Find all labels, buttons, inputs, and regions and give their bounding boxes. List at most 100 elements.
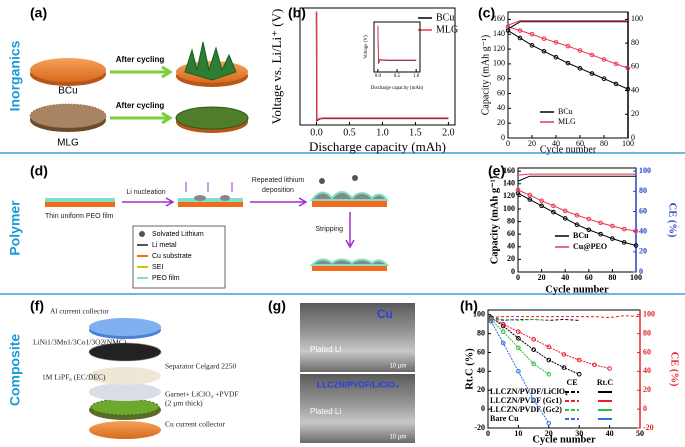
data-point bbox=[613, 81, 619, 87]
data-point bbox=[589, 71, 595, 76]
data-line bbox=[507, 21, 628, 30]
x-tick-label: 0 bbox=[516, 273, 520, 282]
x-tick-label: 80 bbox=[608, 273, 616, 282]
data-point bbox=[577, 48, 583, 53]
x-axis-label: Cycle number bbox=[532, 434, 596, 445]
x-tick-label: 0.5 bbox=[394, 74, 401, 79]
x-tick-label: 0.0 bbox=[310, 127, 323, 138]
y-axis-label: Rt.C (%) bbox=[464, 348, 475, 390]
y-tick-label: 0 bbox=[511, 267, 515, 276]
data-point bbox=[500, 329, 506, 335]
data-point bbox=[589, 52, 595, 58]
legend-label: Solvated Lithium bbox=[152, 231, 204, 238]
data-point bbox=[553, 54, 559, 60]
data-point bbox=[633, 243, 639, 248]
data-line bbox=[377, 25, 417, 63]
legend-label: Bare Cu bbox=[490, 414, 519, 423]
data-line bbox=[490, 316, 580, 321]
data-point bbox=[586, 227, 592, 233]
layer-label: Garnet+ LiClO₄ +PVDF bbox=[165, 390, 239, 399]
y-tick-label: 100 bbox=[493, 59, 505, 68]
data-point bbox=[561, 352, 567, 357]
y-tick-label: 80 bbox=[477, 328, 485, 337]
y-tick-label: 140 bbox=[503, 179, 515, 188]
panel-label: (a) bbox=[30, 5, 47, 21]
layer-label: (2 µm thick) bbox=[165, 399, 203, 408]
legend-label: MLG bbox=[558, 117, 576, 126]
legend-label: LLCZN/PVDF (Gc1) bbox=[490, 396, 562, 405]
y-axis-label: Capacity (mAh g⁻¹) bbox=[480, 35, 491, 115]
chart: 0 20 40 60 80 1000204060801001201401600204060… bbox=[488, 163, 678, 296]
panel-label: (c) bbox=[478, 5, 495, 21]
y-tick-label: 80 bbox=[497, 74, 505, 83]
data-point bbox=[531, 397, 536, 402]
y-tick-label: 60 bbox=[507, 229, 515, 238]
data-point bbox=[598, 220, 603, 226]
y-tick-label: 120 bbox=[503, 191, 515, 200]
data-line bbox=[491, 317, 549, 321]
chart: 0.0 0.5 1.0 Discharge capacity (mAh) Voltage… bbox=[364, 21, 424, 91]
y-tick-label: 60 bbox=[497, 88, 505, 97]
panel-label: (e) bbox=[488, 163, 505, 179]
y2-tick-label: 80 bbox=[639, 186, 647, 195]
data-point bbox=[546, 357, 552, 363]
y-tick-label: 20 bbox=[507, 254, 515, 263]
legend-label: BCu bbox=[436, 12, 454, 23]
data-point bbox=[516, 345, 521, 351]
data-point bbox=[488, 319, 494, 324]
data-point bbox=[574, 212, 580, 218]
panel-label: (b) bbox=[288, 5, 306, 21]
data-point bbox=[500, 340, 506, 346]
disk bbox=[29, 41, 249, 133]
data-point bbox=[601, 57, 607, 62]
y-axis-label: Voltage (V) bbox=[364, 35, 369, 59]
x-tick-label: 10 bbox=[514, 429, 522, 438]
data-point bbox=[610, 236, 615, 241]
x-tick-label: 40 bbox=[552, 139, 560, 148]
x-axis-label: Cycle number bbox=[540, 144, 597, 155]
x-tick-label: 30 bbox=[575, 429, 583, 438]
data-point bbox=[592, 362, 597, 368]
schematic bbox=[45, 175, 390, 289]
y2-tick-label: 60 bbox=[639, 206, 647, 215]
data-point bbox=[539, 198, 544, 204]
layer-label: Separator Celgard 2250 bbox=[165, 362, 236, 371]
y2-tick-label: 20 bbox=[631, 109, 639, 118]
legend-label: LLCZN/PVDF (Gc2) bbox=[490, 405, 562, 414]
y2-tick-label: 0 bbox=[631, 133, 635, 142]
x-tick-label: 0.0 bbox=[375, 74, 382, 79]
y-tick-label: 20 bbox=[477, 385, 485, 394]
data-point bbox=[621, 226, 627, 232]
chart: 0.0 0.5 1.0 1.5 2.0 (b) Discharge capacity (mA… bbox=[269, 5, 458, 154]
data-point bbox=[529, 31, 535, 37]
y2-tick-label: 60 bbox=[631, 62, 639, 71]
row-label: Inorganics bbox=[7, 40, 23, 111]
y2-tick-label: 40 bbox=[639, 226, 647, 235]
data-point bbox=[633, 228, 639, 234]
scale-bar: 10 µm bbox=[390, 435, 407, 441]
data-point bbox=[625, 86, 631, 92]
x-tick-label: 1.0 bbox=[413, 74, 420, 79]
y2-tick-label: 100 bbox=[643, 310, 655, 319]
x-tick-label: 0.5 bbox=[343, 127, 356, 138]
x-tick-label: 2.0 bbox=[442, 127, 455, 138]
data-point bbox=[546, 344, 552, 350]
chart: 0 20 40 60 80 1000204060801001201401600204060… bbox=[478, 5, 643, 156]
data-line bbox=[377, 25, 417, 64]
legend-label: Cu@PEO bbox=[573, 242, 607, 251]
panel-label: (d) bbox=[30, 163, 48, 179]
x-tick-label: 1.0 bbox=[376, 127, 389, 138]
layer-label: 1M LiPF₆ (EC/DEC) bbox=[42, 373, 106, 382]
step-label: deposition bbox=[262, 187, 294, 194]
data-point bbox=[546, 371, 552, 377]
y2-axis-label: CE (%) bbox=[669, 352, 680, 387]
y2-axis-label: CE (%) bbox=[667, 203, 678, 238]
data-point bbox=[576, 357, 582, 363]
plot-frame bbox=[299, 7, 456, 126]
y-tick-label: 0 bbox=[481, 404, 485, 413]
plot-frame bbox=[373, 21, 421, 73]
x-axis-label: Discharge capacity (mAh) bbox=[371, 86, 424, 91]
y2-tick-label: -20 bbox=[643, 423, 654, 432]
data-point bbox=[531, 336, 536, 342]
